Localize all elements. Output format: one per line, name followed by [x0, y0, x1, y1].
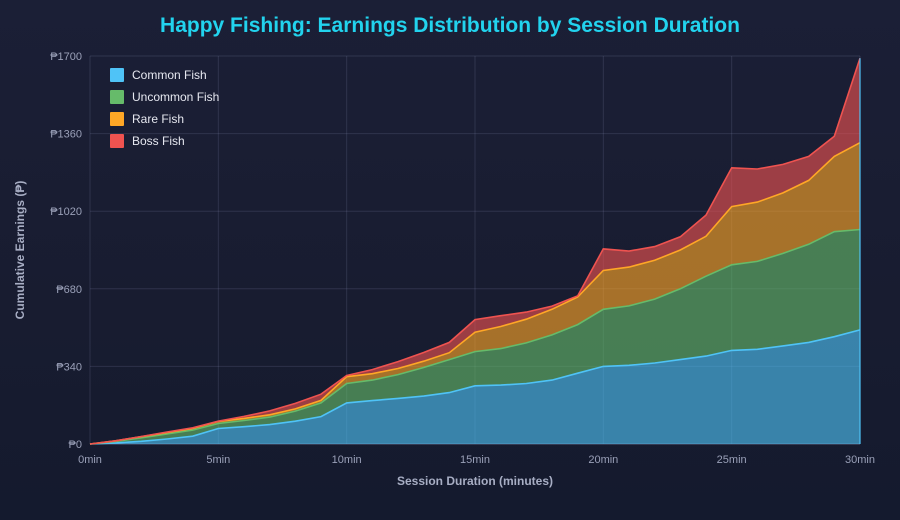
legend-item-boss-fish[interactable]: Boss Fish	[110, 130, 219, 152]
x-tick-label: 0min	[78, 454, 102, 466]
y-tick-label: ₱1700	[50, 51, 82, 63]
line-uncommon-fish	[89, 228, 861, 445]
legend: Common Fish Uncommon Fish Rare Fish Boss Fi…	[110, 64, 219, 152]
y-axis-title: Cumulative Earnings (₱)	[13, 181, 27, 320]
legend-item-uncommon-fish[interactable]: Uncommon Fish	[110, 86, 219, 108]
chart-title: Happy Fishing: Earnings Distribution by …	[160, 14, 740, 37]
series-lines	[89, 58, 861, 445]
x-tick-label: 10min	[332, 454, 362, 466]
legend-swatch	[110, 68, 124, 82]
y-tick-label: ₱0	[69, 439, 82, 451]
x-tick-label: 30min	[845, 454, 875, 466]
x-axis-title: Session Duration (minutes)	[397, 474, 553, 488]
y-tick-label: ₱1020	[50, 206, 82, 218]
legend-label: Uncommon Fish	[132, 90, 220, 104]
series-areas	[90, 58, 860, 445]
line-common-fish	[89, 329, 861, 445]
legend-swatch	[110, 112, 124, 126]
y-tick-label: ₱1360	[50, 129, 82, 141]
x-tick-label: 20min	[588, 454, 618, 466]
legend-item-rare-fish[interactable]: Rare Fish	[110, 108, 219, 130]
legend-swatch	[110, 134, 124, 148]
y-tick-label: ₱680	[56, 284, 82, 296]
y-axis-ticks: ₱0 ₱340 ₱680 ₱1020 ₱1360 ₱1700	[50, 51, 82, 451]
legend-label: Common Fish	[132, 68, 207, 82]
line-boss-fish	[89, 58, 861, 445]
x-tick-label: 25min	[717, 454, 747, 466]
legend-label: Rare Fish	[132, 112, 185, 126]
legend-item-common-fish[interactable]: Common Fish	[110, 64, 219, 86]
y-tick-label: ₱340	[56, 361, 82, 373]
x-tick-label: 15min	[460, 454, 490, 466]
x-axis-ticks: 0min 5min 10min 15min 20min 25min 30min	[78, 454, 875, 466]
area-uncommon-fish[interactable]	[90, 229, 860, 445]
x-tick-label: 5min	[206, 454, 230, 466]
legend-label: Boss Fish	[132, 134, 185, 148]
legend-swatch	[110, 90, 124, 104]
area-common-fish[interactable]	[90, 329, 860, 444]
